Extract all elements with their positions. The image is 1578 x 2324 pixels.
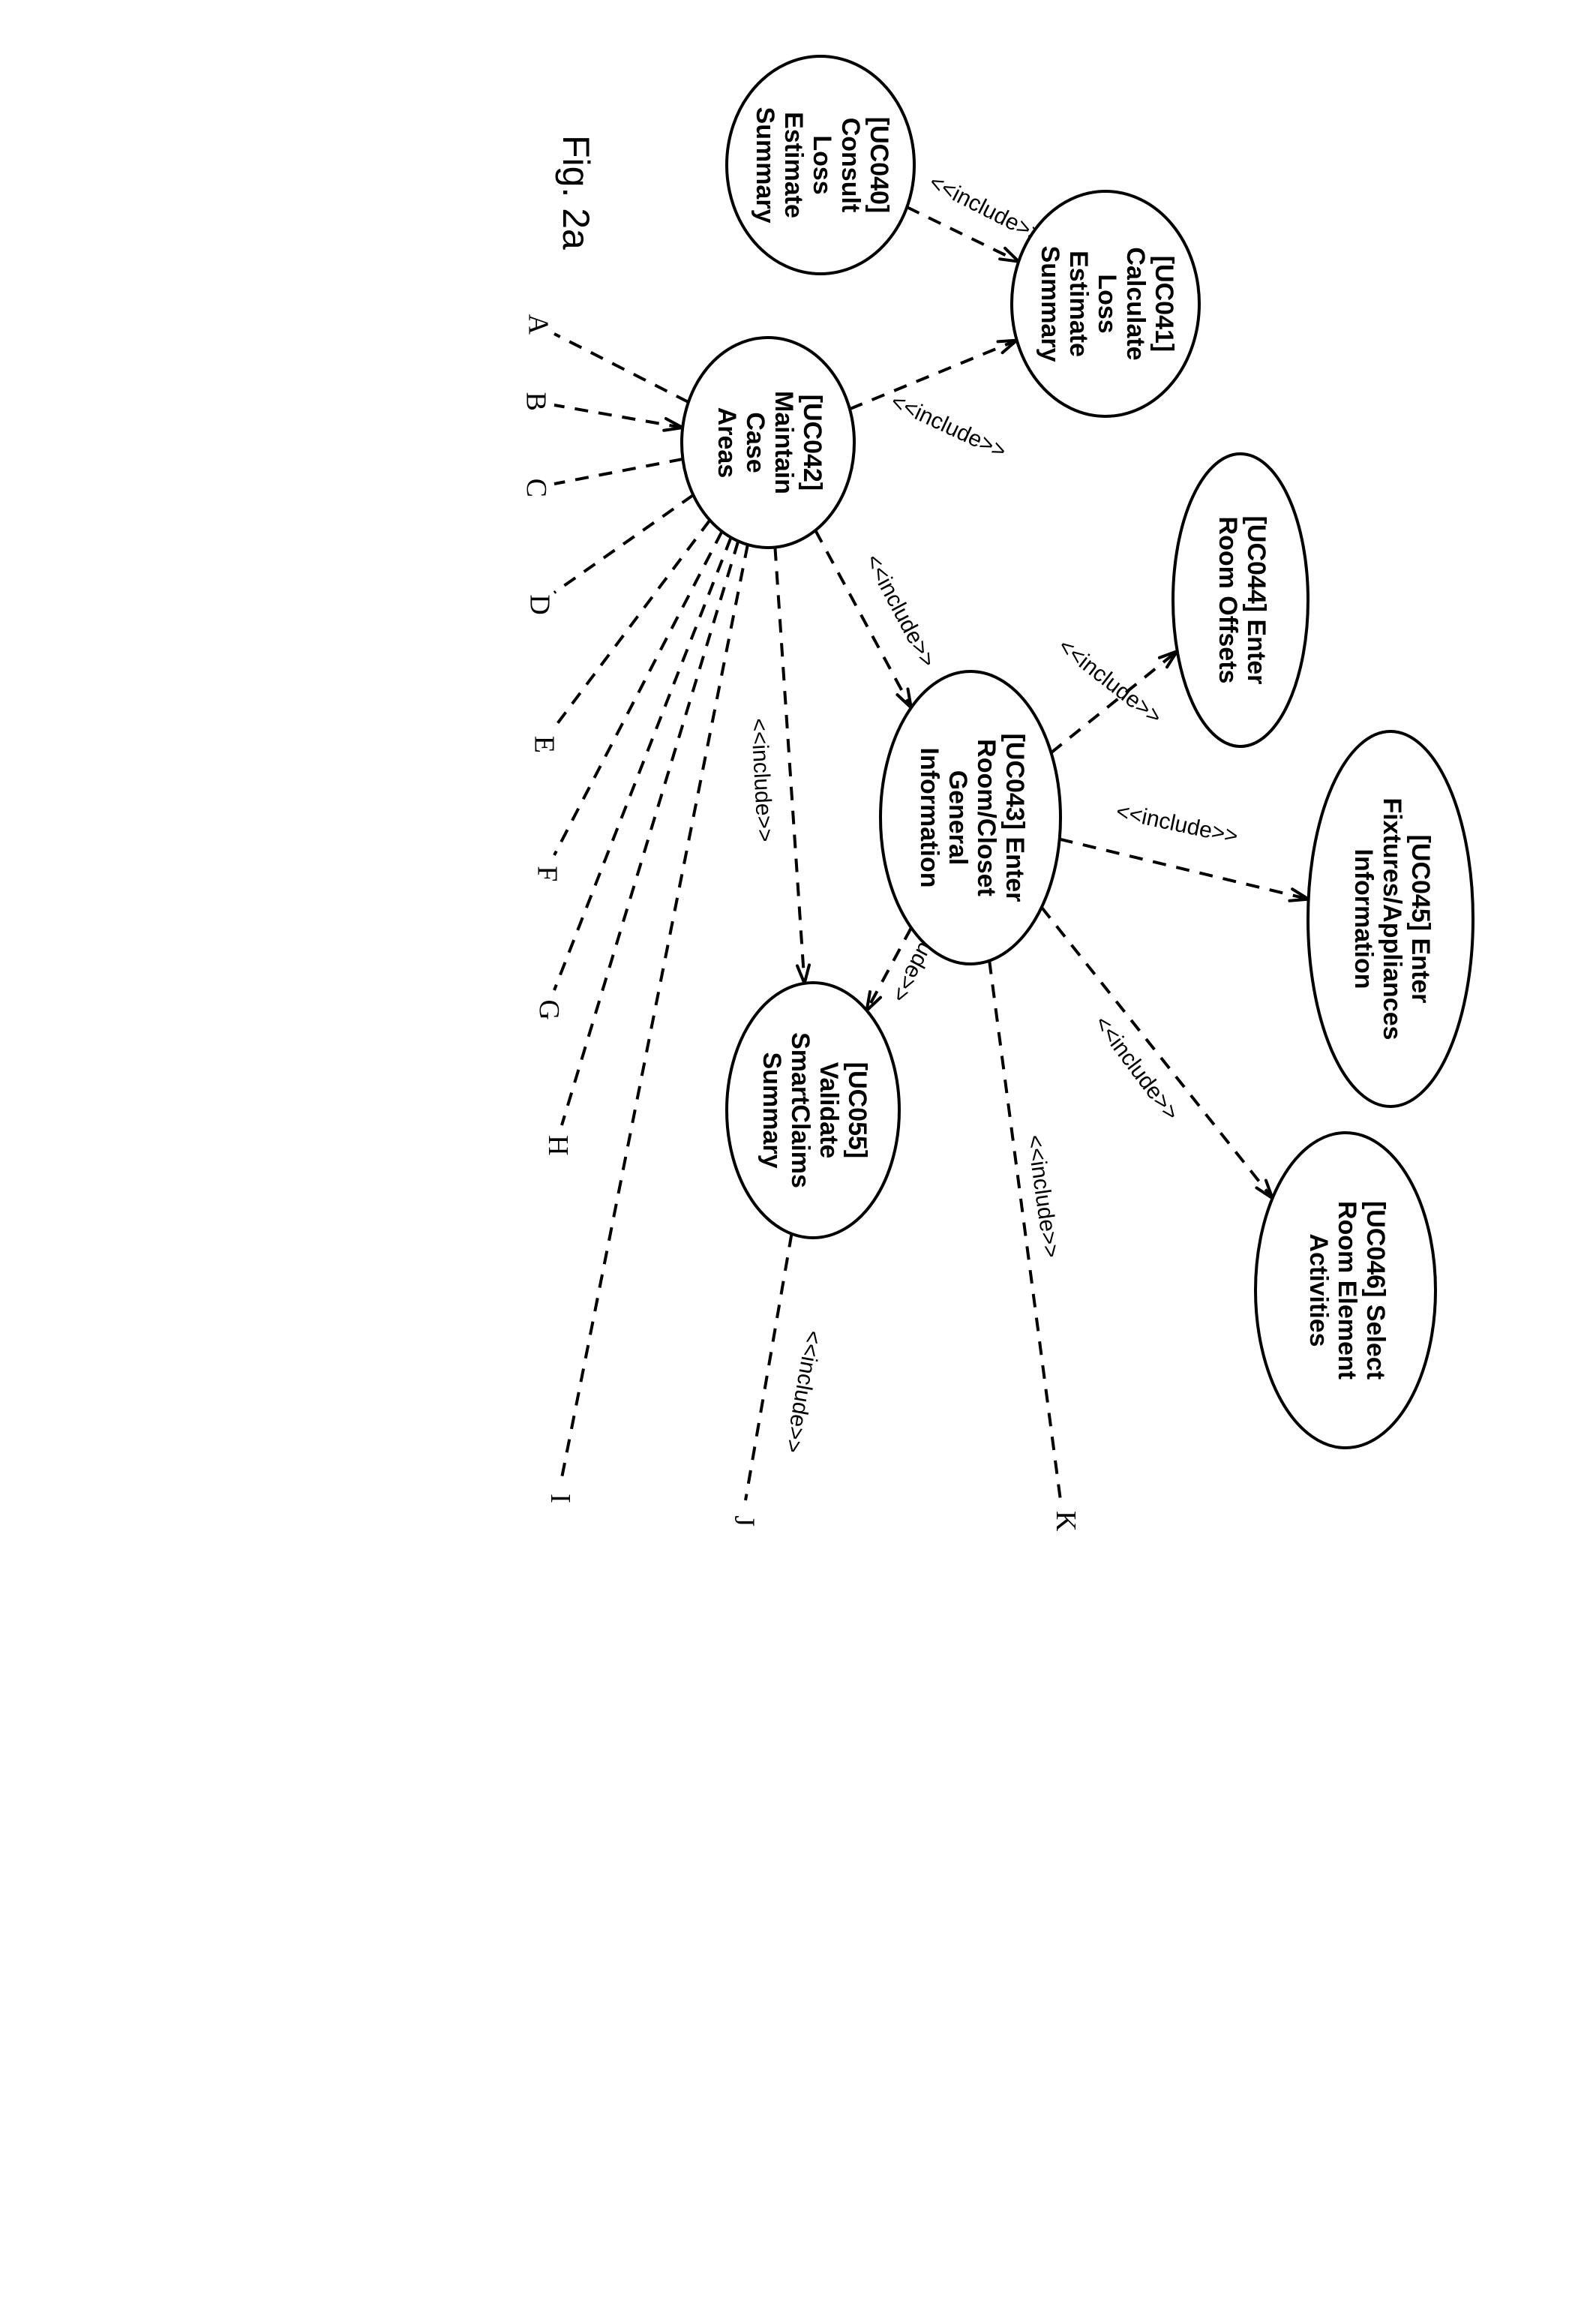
e-040-041-label: <<include>>	[926, 170, 1047, 248]
usecase-label-line: Room/Closet	[972, 739, 1000, 896]
usecase-label-line: Consult	[836, 118, 865, 213]
usecase-label-line: Information	[915, 748, 944, 888]
usecase-uc041: [UC041]CalculateLossEstimateSummary	[1012, 191, 1199, 416]
oe-K-letter: K	[1050, 1511, 1082, 1532]
usecase-uc055: [UC055]ValidateSmartClaimsSummary	[727, 983, 899, 1238]
usecase-uc042: [UC042]MaintainCaseAreas	[682, 338, 854, 548]
usecase-uc046: [UC046] SelectRoom ElementActivities	[1256, 1133, 1436, 1448]
oe-K-label: <<include>>	[1022, 1133, 1064, 1260]
oe-A	[554, 334, 688, 402]
e-042-041-label: <<include>>	[887, 389, 1010, 464]
usecase-label-line: Calculate	[1121, 247, 1150, 360]
usecase-uc045: [UC045] EnterFixtures/AppliancesInformat…	[1308, 731, 1473, 1106]
oe-I	[562, 545, 748, 1478]
usecase-label-line: [UC045] Enter	[1406, 835, 1435, 1004]
usecase-uc043: [UC043] EnterRoom/ClosetGeneralInformati…	[880, 671, 1060, 964]
e-042-055	[775, 548, 804, 983]
usecase-label-line: Maintain	[770, 391, 798, 494]
oe-F-letter: F	[531, 866, 562, 881]
oe-A-letter: A	[522, 314, 554, 335]
oe-I-letter: I	[544, 1494, 576, 1503]
usecase-label-line: Summary	[758, 1052, 786, 1169]
usecase-label-line: Summary	[751, 107, 779, 224]
oe-G-letter: G	[533, 999, 565, 1019]
usecase-label-line: Room Offsets	[1214, 517, 1242, 684]
e-043-045	[1060, 839, 1309, 899]
usecase-uc044: [UC044] EnterRoom Offsets	[1173, 454, 1308, 746]
e-043-044-label: <<include>>	[1054, 634, 1166, 730]
oe-D-letter: D	[524, 594, 555, 614]
usecase-label-line: Loss	[808, 135, 836, 194]
e-043-045-label: <<include>>	[1114, 799, 1240, 849]
usecase-label-line: [UC043] Enter	[1000, 734, 1029, 902]
e-042-043-label: <<include>>	[860, 551, 940, 671]
oe-E-letter: E	[528, 736, 560, 753]
e-043-044	[1052, 651, 1178, 752]
usecase-label-line: [UC041]	[1150, 256, 1178, 352]
usecase-label-line: Fixtures/Appliances	[1378, 797, 1406, 1040]
usecase-label-line: [UC055]	[843, 1062, 872, 1158]
usecase-label-line: [UC042]	[798, 395, 826, 491]
usecase-label-line: General	[944, 770, 972, 866]
e-043-046	[1042, 907, 1273, 1198]
usecase-label-line: Validate	[814, 1062, 843, 1159]
usecase-label-line: Room Element	[1333, 1201, 1361, 1380]
usecase-label-line: Activities	[1304, 1233, 1333, 1347]
oe-B	[554, 405, 682, 428]
usecase-label-line: Case	[741, 412, 770, 473]
usecase-label-line: [UC040]	[865, 117, 893, 213]
usecase-label-line: [UC046] Select	[1361, 1201, 1390, 1380]
oe-H-letter: H	[542, 1135, 574, 1155]
figure-label: Fig. 2a	[555, 135, 597, 250]
usecase-label-line: Summary	[1036, 246, 1064, 362]
oe-C-letter: C	[520, 479, 552, 497]
usecase-label-line: Estimate	[779, 112, 808, 218]
usecase-uc040: [UC040]ConsultLossEstimateSummary	[727, 56, 914, 274]
usecase-label-line: [UC044] Enter	[1242, 516, 1270, 685]
oe-C	[554, 459, 682, 484]
e-042-041	[850, 341, 1017, 410]
oe-J	[746, 1234, 791, 1500]
usecase-label-line: Areas	[712, 407, 741, 479]
oe-H	[562, 541, 738, 1125]
oe-B-letter: B	[520, 392, 552, 410]
usecase-label-line: Loss	[1093, 274, 1121, 333]
oe-J-letter: J	[729, 1515, 760, 1527]
usecase-label-line: SmartClaims	[786, 1032, 814, 1188]
oe-J-label: <<include>>	[780, 1329, 826, 1455]
oe-E	[554, 520, 710, 728]
usecase-label-line: Information	[1349, 849, 1378, 989]
oe-D	[554, 495, 693, 593]
nodes-layer: [UC040]ConsultLossEstimateSummary[UC041]…	[682, 56, 1473, 1448]
usecase-label-line: Estimate	[1064, 251, 1093, 357]
e-042-055-label: <<include>>	[746, 718, 778, 843]
